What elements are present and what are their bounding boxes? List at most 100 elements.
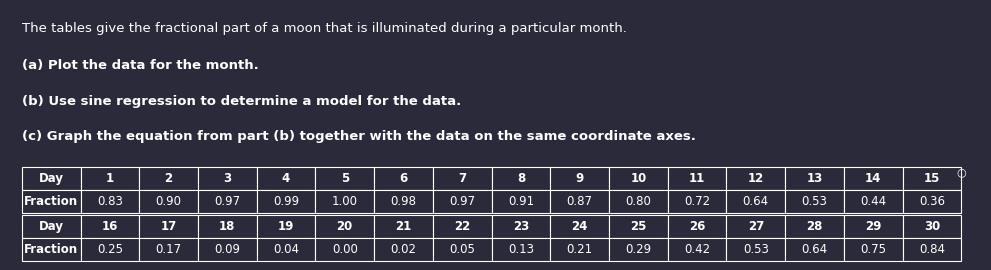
Bar (550, 190, 608, 213)
Text: 26: 26 (689, 220, 706, 233)
Bar (375, 167, 433, 190)
Text: 0.80: 0.80 (625, 195, 651, 208)
Bar (139, 215, 198, 238)
Bar (726, 215, 785, 238)
Text: 14: 14 (865, 172, 881, 185)
Text: 24: 24 (572, 220, 588, 233)
Text: Fraction: Fraction (24, 195, 78, 208)
Text: 7: 7 (458, 172, 466, 185)
Text: 0.44: 0.44 (860, 195, 886, 208)
Text: 0.83: 0.83 (97, 195, 123, 208)
Bar (433, 215, 492, 238)
Bar (375, 238, 433, 261)
Text: 21: 21 (395, 220, 411, 233)
Text: 25: 25 (630, 220, 646, 233)
Bar (492, 238, 550, 261)
Text: Fraction: Fraction (24, 242, 78, 256)
Text: 2: 2 (165, 172, 172, 185)
Bar (492, 215, 550, 238)
Bar (550, 215, 608, 238)
Bar (668, 190, 726, 213)
Bar (433, 167, 492, 190)
Text: 0.36: 0.36 (919, 195, 944, 208)
Text: The tables give the fractional part of a moon that is illuminated during a parti: The tables give the fractional part of a… (22, 22, 626, 35)
Bar (726, 190, 785, 213)
Text: 0.97: 0.97 (214, 195, 241, 208)
Text: 0.13: 0.13 (508, 242, 534, 256)
Text: 3: 3 (223, 172, 231, 185)
Text: 8: 8 (516, 172, 525, 185)
Text: 9: 9 (576, 172, 584, 185)
Text: 0.53: 0.53 (802, 195, 827, 208)
Bar (668, 167, 726, 190)
Bar (668, 238, 726, 261)
Text: 4: 4 (281, 172, 290, 185)
Text: 23: 23 (512, 220, 529, 233)
Bar (80, 167, 139, 190)
Bar (22, 215, 80, 238)
Bar (315, 167, 375, 190)
Text: 0.17: 0.17 (156, 242, 181, 256)
Text: 0.64: 0.64 (742, 195, 769, 208)
Text: 27: 27 (747, 220, 764, 233)
Text: Day: Day (39, 172, 63, 185)
Bar (433, 190, 492, 213)
Text: 0.91: 0.91 (507, 195, 534, 208)
Text: 0.00: 0.00 (332, 242, 358, 256)
Bar (903, 238, 961, 261)
Text: 22: 22 (454, 220, 471, 233)
Text: 6: 6 (399, 172, 407, 185)
Text: 19: 19 (277, 220, 294, 233)
Bar (375, 190, 433, 213)
Text: 0.53: 0.53 (743, 242, 769, 256)
Text: 0.02: 0.02 (390, 242, 416, 256)
Text: 0.87: 0.87 (567, 195, 593, 208)
Text: 0.42: 0.42 (684, 242, 711, 256)
Bar (785, 190, 844, 213)
Text: 0.09: 0.09 (214, 242, 240, 256)
Bar (375, 215, 433, 238)
Bar (315, 215, 375, 238)
Text: 17: 17 (161, 220, 176, 233)
Bar (550, 238, 608, 261)
Bar (139, 190, 198, 213)
Bar (139, 238, 198, 261)
Text: 0.29: 0.29 (625, 242, 651, 256)
Text: 12: 12 (747, 172, 764, 185)
Bar (22, 238, 80, 261)
Text: 0.25: 0.25 (97, 242, 123, 256)
Bar (903, 167, 961, 190)
Bar (257, 190, 315, 213)
Text: (b) Use sine regression to determine a model for the data.: (b) Use sine regression to determine a m… (22, 94, 461, 107)
Text: 10: 10 (630, 172, 646, 185)
Text: 0.05: 0.05 (449, 242, 475, 256)
Bar (668, 215, 726, 238)
Text: 0.72: 0.72 (684, 195, 711, 208)
Bar (198, 215, 257, 238)
Bar (843, 190, 903, 213)
Bar (903, 215, 961, 238)
Bar (433, 238, 492, 261)
Bar (492, 190, 550, 213)
Text: 0.04: 0.04 (274, 242, 299, 256)
Bar (198, 190, 257, 213)
Text: 0.75: 0.75 (860, 242, 886, 256)
Bar (22, 167, 80, 190)
Text: 0.90: 0.90 (156, 195, 181, 208)
Bar (139, 167, 198, 190)
Bar (22, 190, 80, 213)
Bar (550, 167, 608, 190)
Text: ○: ○ (956, 167, 966, 177)
Bar (257, 238, 315, 261)
Text: 20: 20 (337, 220, 353, 233)
Bar (726, 167, 785, 190)
Text: 0.99: 0.99 (273, 195, 299, 208)
Text: 0.21: 0.21 (567, 242, 593, 256)
Bar (315, 190, 375, 213)
Bar (608, 167, 668, 190)
Bar (843, 238, 903, 261)
Bar (80, 238, 139, 261)
Bar (608, 238, 668, 261)
Bar (257, 215, 315, 238)
Text: 29: 29 (865, 220, 881, 233)
